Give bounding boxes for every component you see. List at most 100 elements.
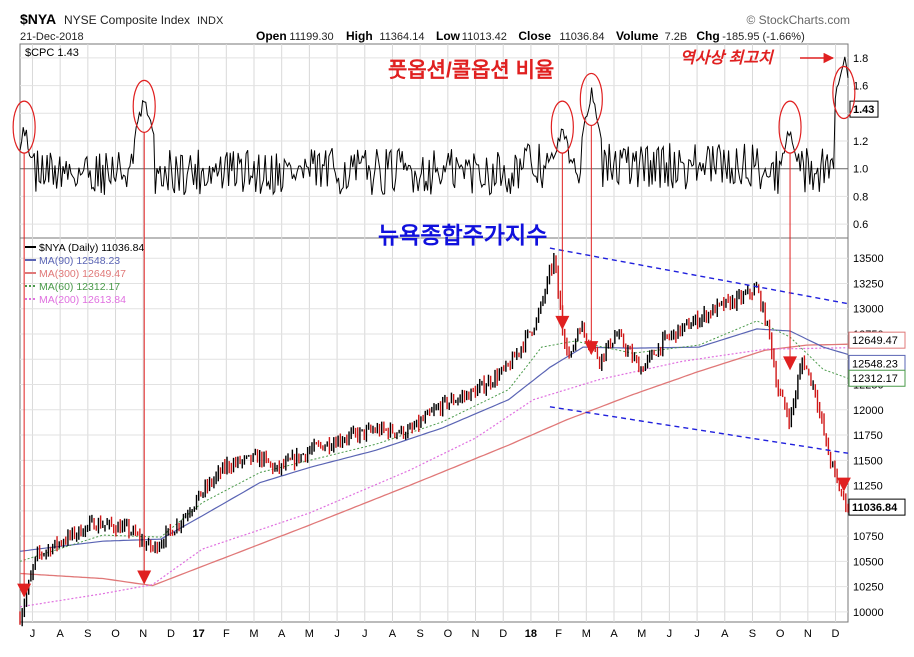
cpc-last-box — [849, 100, 879, 118]
down-arrow-marker — [555, 315, 570, 330]
x-tick-label: J — [362, 628, 368, 640]
nya-tick-label: 10250 — [853, 582, 884, 594]
ohlc-value: 7.2B — [665, 31, 688, 43]
x-tick-label: S — [749, 628, 756, 640]
nya-tick-label: 11500 — [853, 455, 883, 467]
x-tick-label: 18 — [525, 628, 537, 640]
ma300-line — [19, 343, 849, 587]
index-title-annotation: 뉴욕종합주가지수 — [378, 222, 547, 248]
ohlc-value: 11036.84 — [559, 31, 604, 43]
x-tick-label: F — [223, 628, 230, 640]
cpc-line — [19, 56, 849, 196]
nya-tick-label: 13500 — [853, 253, 884, 265]
cpc-tick-label: 0.8 — [853, 191, 868, 203]
x-tick-label: 17 — [192, 628, 204, 640]
x-tick-label: O — [776, 628, 785, 640]
record-high-annotation: 역사상 최고치 — [680, 49, 775, 67]
right-value-box — [848, 331, 906, 349]
x-tick-label: A — [56, 628, 64, 640]
ma60-line — [19, 320, 849, 562]
legend-entry: $NYA (Daily) 11036.84 — [39, 242, 144, 254]
exchange-label: INDX — [197, 15, 224, 27]
ohlc-label: Low — [436, 29, 461, 43]
x-tick-label: J — [30, 628, 36, 640]
x-tick-label: J — [694, 628, 700, 640]
nya-tick-label: 11750 — [853, 430, 883, 442]
ohlc-value: 11013.42 — [462, 31, 507, 43]
down-arrow-marker — [783, 356, 798, 371]
x-tick-label: M — [305, 628, 314, 640]
legend-entry: MA(60) 12312.17 — [39, 281, 120, 293]
down-arrow-marker — [836, 477, 851, 492]
ohlc-label: Chg — [696, 29, 719, 43]
x-tick-label: M — [249, 628, 258, 640]
legend-entry: MA(90) 12548.23 — [39, 255, 120, 267]
x-tick-label: N — [804, 628, 812, 640]
spike-circle — [832, 65, 856, 120]
cpc-tick-label: 1.2 — [853, 136, 868, 148]
down-arrow-marker — [137, 570, 152, 585]
legend-entry: MA(300) 12649.47 — [39, 268, 126, 280]
ratio-title-annotation: 풋옵션/콜옵션 비율 — [388, 59, 554, 82]
x-tick-label: J — [334, 628, 340, 640]
x-tick-label: S — [84, 628, 91, 640]
nya-tick-label: 10000 — [853, 607, 884, 619]
ohlc-label: High — [346, 29, 373, 43]
ohlc-label: Open — [256, 29, 287, 43]
right-value-box — [848, 498, 906, 516]
cpc-legend: $CPC 1.43 — [25, 47, 79, 59]
x-tick-label: N — [139, 628, 147, 640]
ohlc-label: Volume — [616, 29, 659, 43]
x-tick-label: O — [444, 628, 453, 640]
ohlc-value: 11364.14 — [379, 31, 424, 43]
x-tick-label: A — [278, 628, 286, 640]
x-tick-label: S — [416, 628, 423, 640]
series-layer — [19, 56, 849, 627]
ohlc-row: Open 11199.30 High 11364.14 Low 11013.42 Close… — [256, 29, 805, 43]
right-value-label: 12548.23 — [852, 358, 898, 370]
cpc-tick-label: 0.6 — [853, 219, 868, 231]
ma90-line — [19, 328, 849, 552]
right-value-label: 12649.47 — [852, 335, 898, 347]
nya-tick-label: 10500 — [853, 556, 884, 568]
nya-tick-label: 13250 — [853, 278, 884, 290]
watermark-label: © StockCharts.com — [746, 13, 850, 27]
x-tick-label: J — [667, 628, 673, 640]
channel-line — [549, 247, 849, 305]
overlay-layer: 1.43 12649.47 12548.23 12312.17 11036.84 — [12, 65, 906, 598]
symbol-label: $NYA — [20, 11, 56, 27]
cpc-last-value: 1.43 — [853, 104, 874, 116]
x-tick-label: M — [582, 628, 591, 640]
right-value-box — [848, 369, 906, 387]
x-tick-label: A — [721, 628, 729, 640]
x-tick-label: D — [832, 628, 840, 640]
legend-entry: MA(200) 12613.84 — [39, 294, 126, 306]
ohlc-value: 11199.30 — [289, 31, 333, 43]
x-tick-label: M — [637, 628, 646, 640]
ma200-line — [19, 347, 849, 608]
down-arrow-marker — [584, 341, 599, 356]
nya-tick-label: 12000 — [853, 405, 884, 417]
cpc-tick-label: 1.6 — [853, 81, 868, 93]
ohlc-value: -185.95 (-1.66%) — [722, 31, 805, 43]
nya-tick-label: 11250 — [853, 481, 883, 493]
nya-panel-frame — [19, 237, 849, 623]
nya-tick-label: 10750 — [853, 531, 884, 543]
date-label: 21-Dec-2018 — [20, 31, 84, 43]
down-arrow-marker — [17, 583, 32, 598]
ohlc-label: Close — [518, 29, 551, 43]
nya-tick-label: 13000 — [853, 304, 884, 316]
cpc-tick-label: 1.0 — [853, 164, 868, 176]
x-tick-label: D — [499, 628, 507, 640]
right-value-label: 11036.84 — [852, 502, 898, 514]
right-value-label: 12312.17 — [852, 373, 898, 385]
x-tick-label: N — [472, 628, 480, 640]
index-name-label: NYSE Composite Index — [64, 13, 190, 27]
x-tick-label: D — [167, 628, 175, 640]
cpc-tick-label: 1.8 — [853, 53, 868, 65]
x-tick-label: A — [610, 628, 618, 640]
x-tick-label: O — [111, 628, 120, 640]
